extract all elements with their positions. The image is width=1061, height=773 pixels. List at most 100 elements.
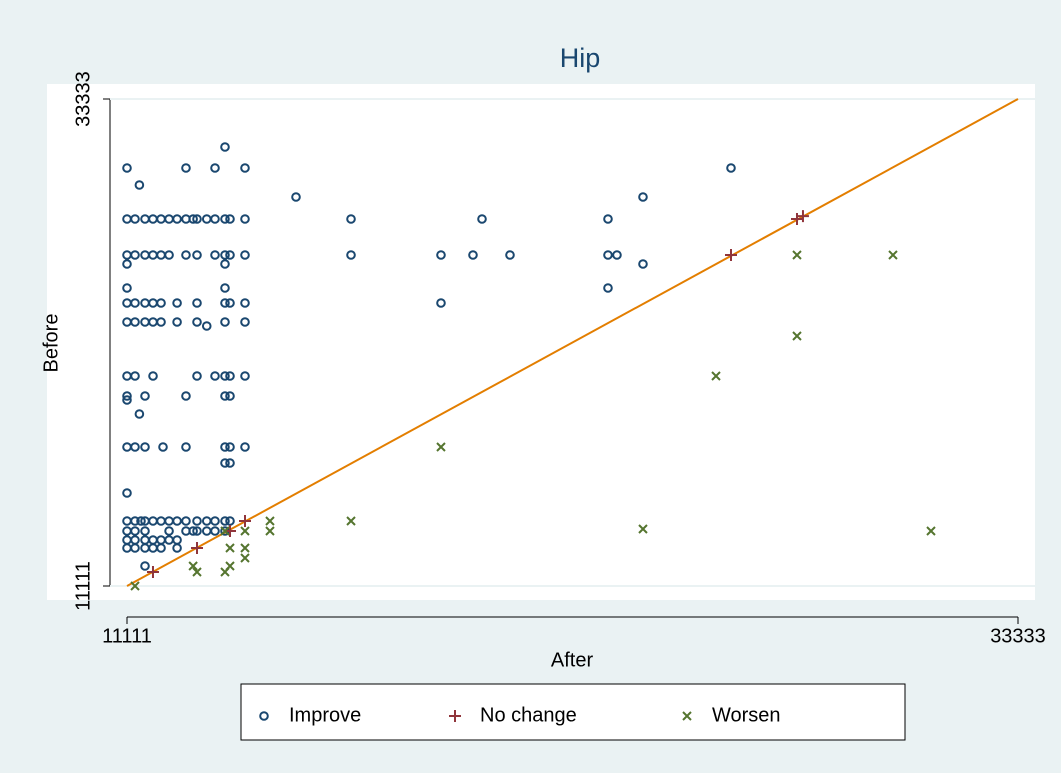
point	[225, 371, 235, 381]
point	[122, 163, 132, 173]
point	[181, 391, 191, 401]
point	[792, 250, 802, 260]
point	[225, 250, 235, 260]
point	[926, 526, 936, 536]
point	[210, 371, 220, 381]
y-axis-title: Before	[40, 314, 62, 373]
point	[172, 516, 182, 526]
point	[140, 391, 150, 401]
point	[191, 541, 204, 554]
point	[225, 561, 235, 571]
point	[240, 214, 250, 224]
point	[130, 371, 140, 381]
point	[130, 526, 140, 536]
point	[436, 250, 446, 260]
point	[130, 298, 140, 308]
point	[210, 250, 220, 260]
point	[220, 317, 230, 327]
point	[220, 442, 230, 452]
point	[188, 526, 198, 536]
point	[146, 565, 159, 578]
point	[156, 317, 166, 327]
point	[134, 409, 145, 419]
point	[210, 526, 220, 536]
point	[158, 442, 168, 452]
point	[220, 391, 230, 401]
point	[172, 543, 182, 553]
point	[172, 298, 182, 308]
point	[192, 516, 202, 526]
point	[225, 214, 235, 224]
point	[724, 248, 737, 261]
point	[796, 210, 809, 223]
point	[225, 442, 235, 452]
point	[130, 250, 140, 260]
point	[181, 163, 191, 173]
point	[181, 250, 191, 260]
point	[164, 250, 174, 260]
point	[164, 526, 174, 536]
point	[603, 214, 613, 224]
x-tick-label: 11111	[102, 625, 152, 647]
point	[790, 213, 803, 226]
point	[130, 581, 140, 591]
point	[225, 391, 235, 401]
point	[220, 371, 230, 381]
point	[122, 488, 132, 498]
point	[156, 298, 166, 308]
point	[240, 442, 250, 452]
point	[346, 214, 356, 224]
legend-marker	[259, 711, 269, 721]
point	[172, 214, 182, 224]
point	[188, 561, 198, 571]
point	[225, 298, 235, 308]
point	[240, 250, 250, 260]
point	[220, 214, 230, 224]
legend-marker	[682, 711, 692, 721]
point	[192, 317, 202, 327]
point	[192, 526, 202, 536]
point	[220, 250, 230, 260]
x-tick-label: 33333	[990, 625, 1046, 647]
point	[225, 543, 235, 553]
point	[181, 442, 191, 452]
point	[888, 250, 898, 260]
point	[130, 543, 140, 553]
point	[122, 259, 132, 269]
point	[210, 214, 220, 224]
point	[477, 214, 487, 224]
point	[240, 163, 250, 173]
point	[291, 192, 301, 202]
point	[201, 321, 212, 331]
point	[436, 298, 446, 308]
point	[136, 516, 146, 526]
point	[240, 553, 250, 563]
point	[122, 283, 132, 293]
point	[505, 250, 515, 260]
point	[156, 543, 166, 553]
point	[122, 395, 132, 405]
point	[172, 317, 182, 327]
point	[726, 163, 736, 173]
point	[638, 259, 648, 269]
point	[240, 298, 250, 308]
reference-line	[126, 98, 1019, 587]
point	[220, 458, 230, 468]
legend-label: Worsen	[712, 704, 781, 726]
point	[188, 214, 198, 224]
point	[220, 298, 230, 308]
point	[468, 250, 478, 260]
point	[130, 317, 140, 327]
y-tick-label: 33333	[72, 71, 94, 127]
point	[130, 442, 140, 452]
point	[240, 317, 250, 327]
point	[140, 442, 150, 452]
point	[134, 180, 145, 190]
point	[148, 371, 158, 381]
point	[225, 458, 235, 468]
point	[220, 283, 230, 293]
point	[638, 524, 648, 534]
point	[603, 250, 613, 260]
point	[265, 516, 275, 526]
